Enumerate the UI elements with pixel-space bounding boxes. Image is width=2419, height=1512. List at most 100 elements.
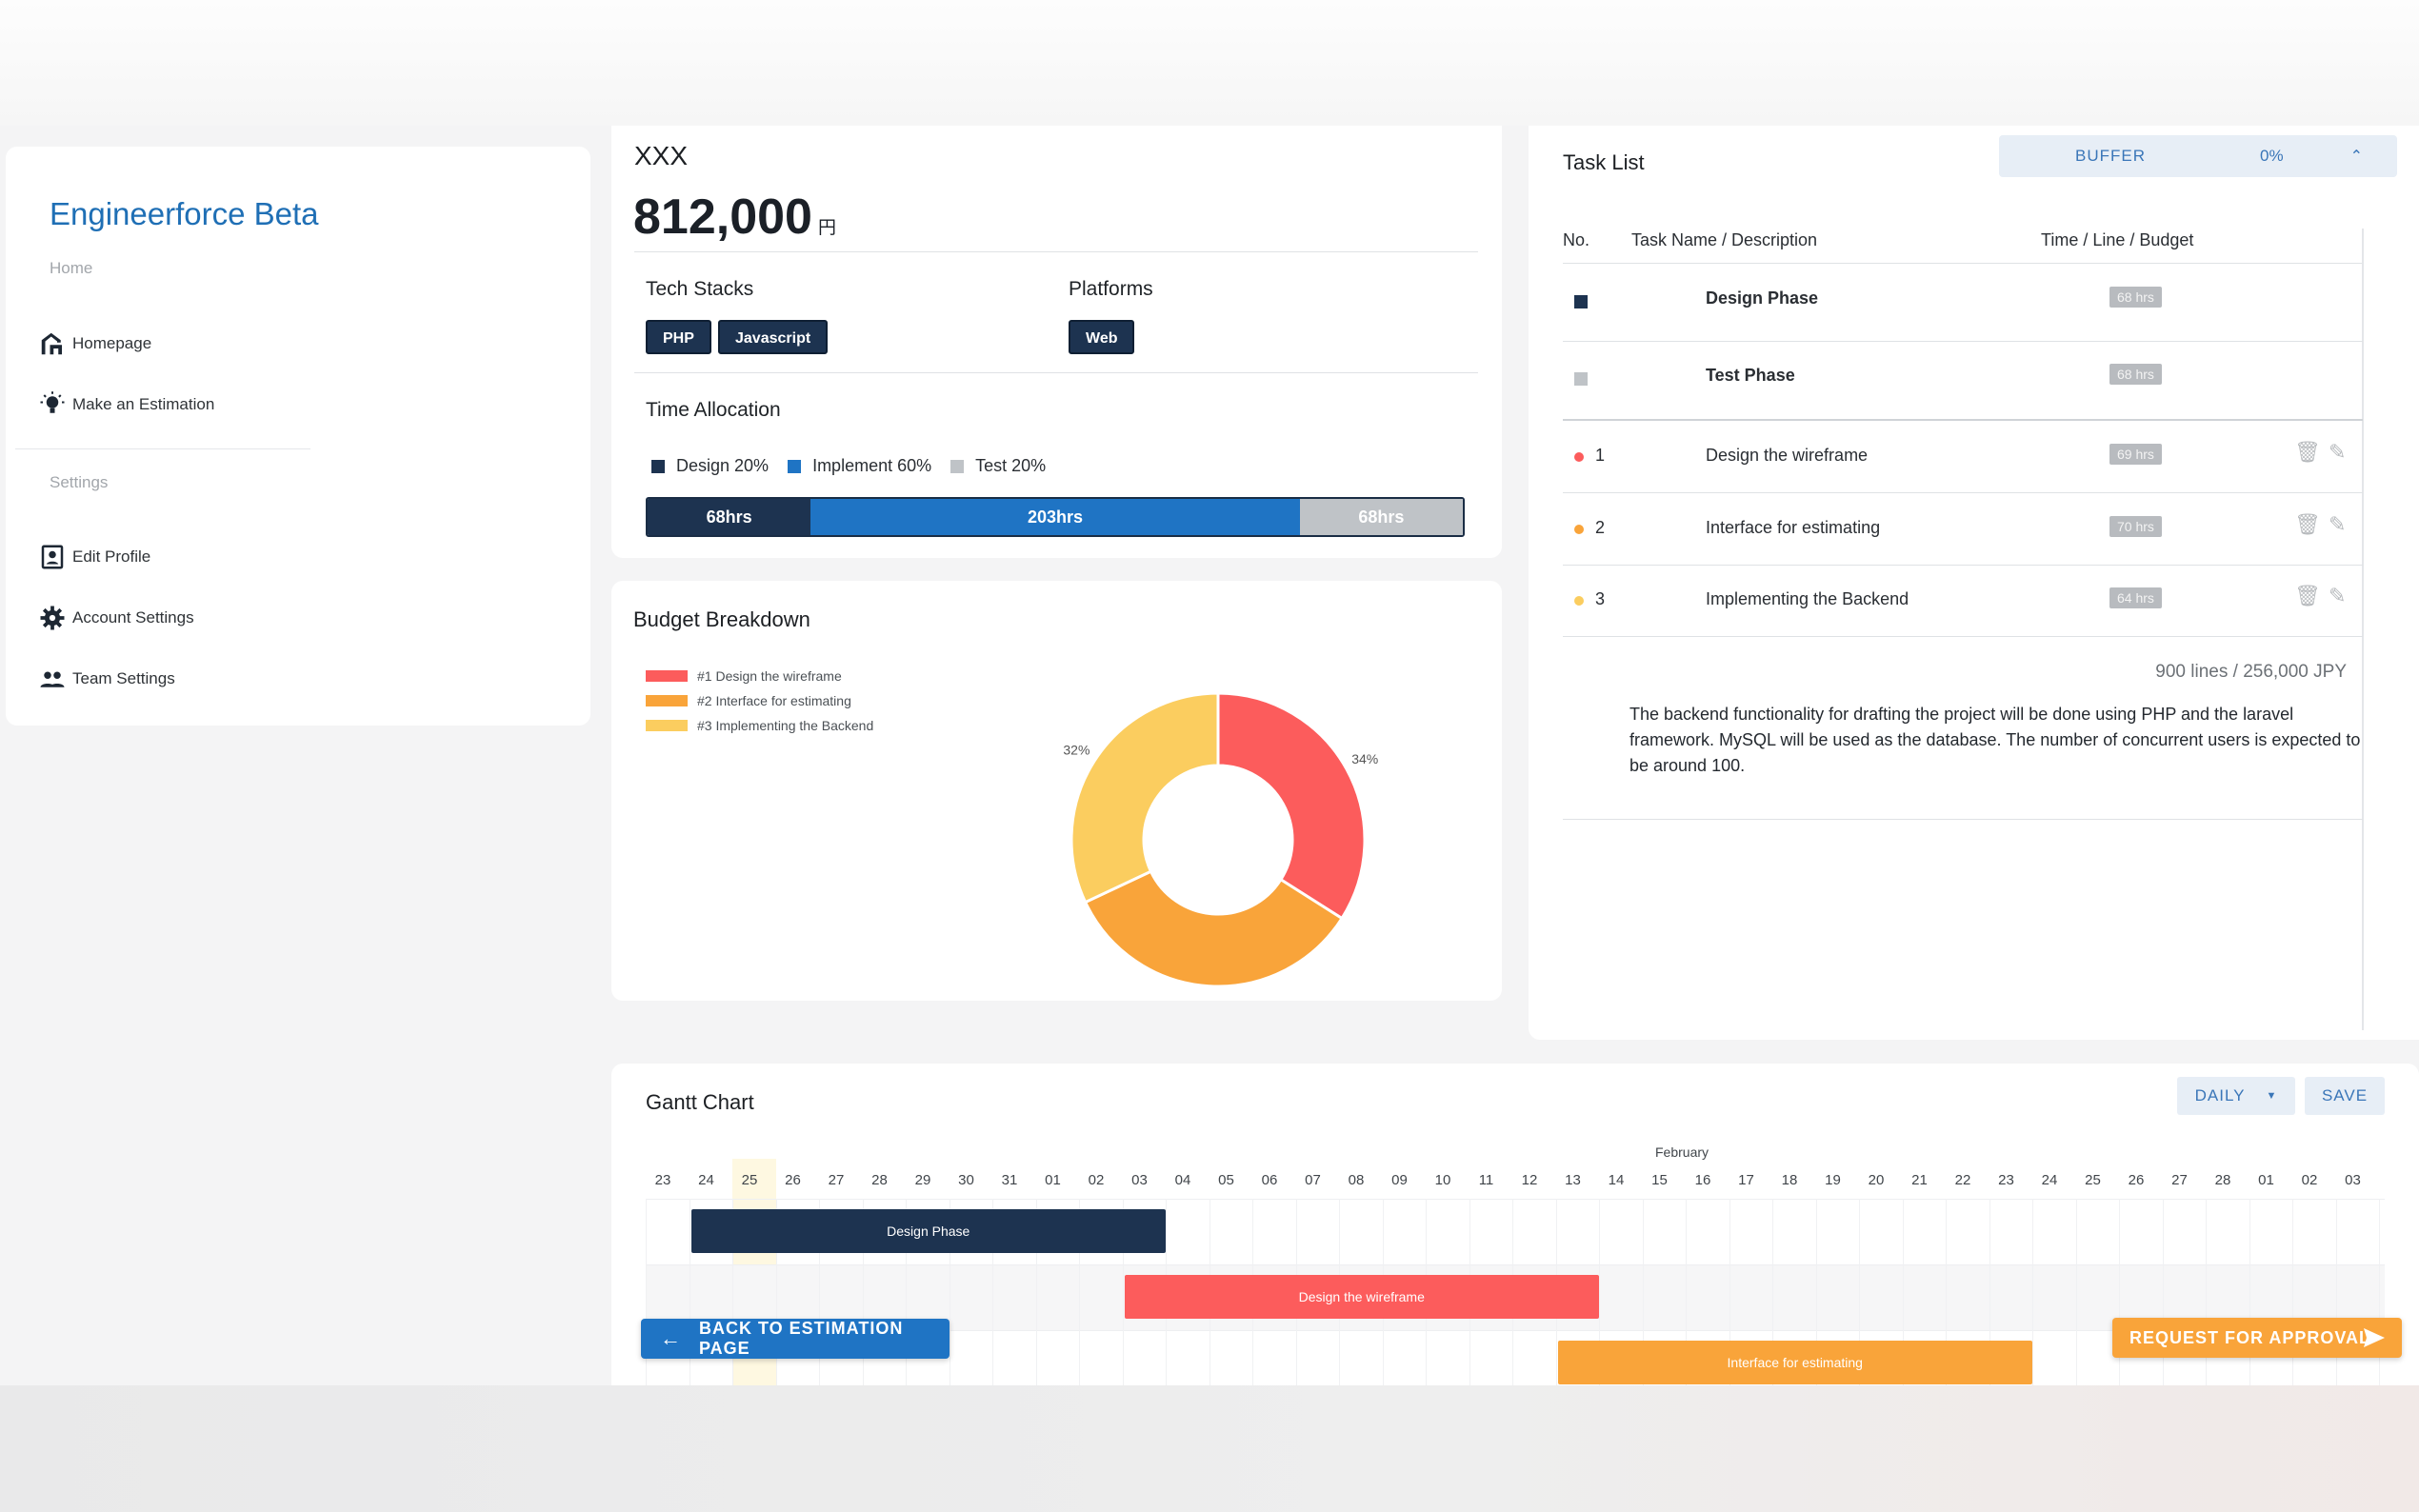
request-approval-button[interactable]: REQUEST FOR APPROVAL: [2112, 1318, 2402, 1358]
legend-swatch: [646, 670, 688, 682]
gantt-gridline: [732, 1199, 733, 1385]
sidebar-item-edit-profile[interactable]: Edit Profile: [38, 541, 150, 573]
task-hours-badge: 70 hrs: [2109, 516, 2162, 537]
gantt-row: [646, 1199, 2385, 1264]
gantt-timeline-grid[interactable]: Design Phase Design the wireframe Interfac…: [646, 1159, 2385, 1385]
allocation-segment-implement[interactable]: 203hrs: [810, 499, 1300, 535]
allocation-segment-design[interactable]: 68hrs: [648, 499, 811, 535]
brand-name: Engineerforce: [50, 196, 246, 231]
gantt-bar-2[interactable]: Design the wireframe: [1124, 1275, 1599, 1319]
gantt-day-label: 24: [698, 1172, 714, 1188]
project-title: XXX: [634, 141, 689, 170]
task-row-3[interactable]: 3 Implementing the Backend 64 hrs 🗑 ✎: [1563, 565, 2363, 637]
legend-swatch: [788, 459, 802, 473]
gantt-day-label: 31: [1001, 1172, 1018, 1188]
buffer-selector[interactable]: BUFFER 0% ⌃: [1999, 135, 2397, 177]
gantt-day-label: 28: [871, 1172, 888, 1188]
gantt-day-label: 01: [1045, 1172, 1061, 1188]
sidebar-item-team-settings[interactable]: Team Settings: [38, 663, 175, 695]
trash-icon[interactable]: 🗑: [2294, 440, 2321, 464]
legend-test: Test 20%: [950, 456, 1046, 476]
divider: [1563, 636, 2363, 637]
top-background: [0, 0, 2419, 126]
gantt-month-label: February: [1655, 1144, 1709, 1160]
gantt-gridline: [1902, 1199, 1904, 1385]
gantt-day-label: 25: [2085, 1172, 2101, 1188]
gantt-day-label: 05: [1218, 1172, 1234, 1188]
sidebar-item-make-estimation[interactable]: Make an Estimation: [38, 388, 214, 421]
gantt-gridline: [2379, 1199, 2380, 1385]
sidebar: Engineerforce Beta Home Homepage Make an…: [6, 147, 590, 726]
sidebar-item-label: Account Settings: [72, 608, 194, 627]
save-button[interactable]: SAVE: [2305, 1077, 2385, 1115]
phase-color-marker: [1574, 372, 1588, 386]
gantt-day-label: 09: [1391, 1172, 1408, 1188]
legend-swatch: [646, 695, 688, 706]
budget-breakdown-card: Budget Breakdown #1 Design the wireframe…: [611, 581, 1502, 1001]
gantt-day-label: 26: [2128, 1172, 2145, 1188]
donut-slice-2[interactable]: [1083, 869, 1345, 988]
buffer-value: 0%: [2260, 147, 2284, 165]
phase-row-test[interactable]: Test Phase 68 hrs: [1563, 341, 2363, 413]
gantt-gridline: [819, 1199, 820, 1385]
gantt-gridline: [2032, 1199, 2033, 1385]
gantt-gridline: [1946, 1199, 1947, 1385]
pencil-icon[interactable]: ✎: [2329, 584, 2347, 607]
gantt-gridline: [1859, 1199, 1860, 1385]
divider: [1563, 565, 2363, 566]
pencil-icon[interactable]: ✎: [2329, 440, 2347, 464]
trash-icon[interactable]: 🗑: [2294, 512, 2321, 536]
estimate-summary-card: XXX 812,000 円 Tech Stacks PHP Javascript …: [611, 126, 1502, 558]
gantt-day-label: 13: [1565, 1172, 1581, 1188]
legend-swatch: [950, 459, 965, 473]
gantt-day-label: 24: [2041, 1172, 2058, 1188]
view-mode-label: DAILY: [2194, 1086, 2246, 1104]
gantt-gridline: [2206, 1199, 2207, 1385]
donut-slice-1[interactable]: [1216, 691, 1367, 921]
sidebar-item-account-settings[interactable]: Account Settings: [38, 602, 194, 634]
task-hours-badge: 69 hrs: [2109, 444, 2162, 465]
brand-logo[interactable]: Engineerforce Beta: [50, 196, 319, 232]
pencil-icon[interactable]: ✎: [2329, 512, 2347, 536]
bottom-background: [0, 1385, 2419, 1512]
gantt-day-label: 03: [1131, 1172, 1148, 1188]
tech-chip-php[interactable]: PHP: [646, 320, 711, 354]
budget-legend-item-1: #1 Design the wireframe: [646, 668, 842, 684]
sidebar-item-label: Edit Profile: [72, 547, 151, 566]
scrollbar-track[interactable]: [2362, 229, 2364, 1030]
gantt-day-label: 27: [2171, 1172, 2188, 1188]
phase-row-design[interactable]: Design Phase 68 hrs: [1563, 264, 2363, 336]
phase-name: Test Phase: [1706, 366, 1795, 385]
platform-chip-web[interactable]: Web: [1069, 320, 1135, 354]
task-row-1[interactable]: 1 Design the wireframe 69 hrs 🗑 ✎: [1563, 421, 2363, 493]
donut-slice-3[interactable]: [1070, 691, 1220, 905]
gantt-bar-3[interactable]: Interface for estimating: [1557, 1341, 2032, 1384]
legend-label: Implement 60%: [812, 456, 932, 475]
gantt-bar-1[interactable]: Design Phase: [690, 1209, 1166, 1253]
gantt-day-label: 08: [1348, 1172, 1365, 1188]
tech-chip-javascript[interactable]: Javascript: [718, 320, 829, 354]
gantt-day-label: 29: [914, 1172, 931, 1188]
gantt-gridline: [2075, 1199, 2077, 1385]
up-down-arrows-icon[interactable]: ⌃: [2349, 149, 2363, 165]
trash-icon[interactable]: 🗑: [2294, 584, 2321, 607]
sidebar-item-homepage[interactable]: Homepage: [38, 328, 151, 360]
allocation-segment-test[interactable]: 68hrs: [1299, 499, 1463, 535]
gantt-day-label: 12: [1521, 1172, 1538, 1188]
task-name: Interface for estimating: [1706, 518, 1881, 537]
caret-down-icon: ▼: [2266, 1090, 2278, 1102]
task-list-card: Task List BUFFER 0% ⌃ No. Task Name / De…: [1529, 126, 2419, 1040]
back-to-estimation-button[interactable]: ← BACK TO ESTIMATION PAGE: [641, 1319, 950, 1359]
gantt-day-label: 23: [1998, 1172, 2014, 1188]
column-header-task-name: Task Name / Description: [1631, 230, 1818, 249]
task-number: 2: [1595, 518, 1606, 537]
gantt-gridline: [1122, 1199, 1124, 1385]
gantt-gridline: [992, 1199, 993, 1385]
time-allocation-heading: Time Allocation: [646, 399, 781, 421]
budget-donut-chart: 34%34%32%: [1063, 691, 1378, 1000]
task-row-2[interactable]: 2 Interface for estimating 70 hrs 🗑 ✎: [1563, 493, 2363, 566]
task-number: 3: [1595, 589, 1606, 608]
view-mode-dropdown[interactable]: DAILY ▼: [2177, 1077, 2295, 1115]
gantt-day-label: 10: [1434, 1172, 1451, 1188]
gantt-day-label: 30: [958, 1172, 974, 1188]
